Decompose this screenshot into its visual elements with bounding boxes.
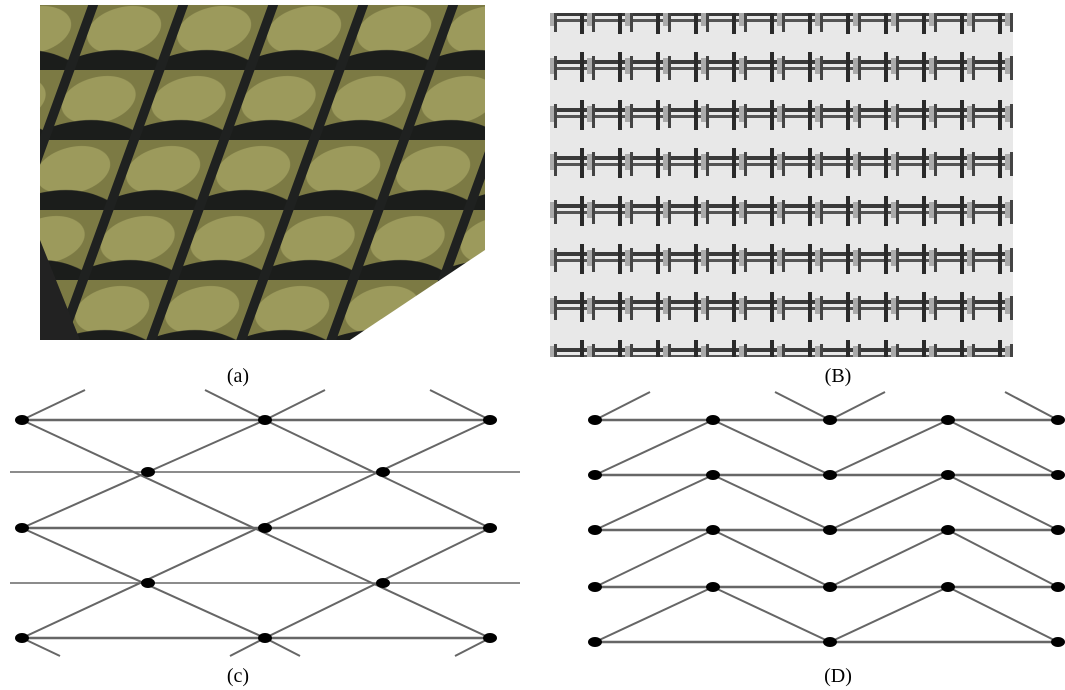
edge — [595, 530, 713, 587]
edge — [830, 530, 948, 587]
edge — [22, 390, 85, 420]
node — [1051, 582, 1065, 592]
edge — [205, 390, 265, 420]
edge — [830, 475, 948, 530]
node — [941, 582, 955, 592]
node — [141, 578, 155, 588]
figure: (a) (B) (c) (D) — [0, 0, 1065, 690]
edge — [775, 392, 830, 420]
node — [588, 415, 602, 425]
node — [483, 633, 497, 643]
edge — [830, 392, 885, 420]
edge — [595, 587, 713, 642]
node — [1051, 525, 1065, 535]
edge — [595, 420, 713, 475]
node — [483, 415, 497, 425]
node — [15, 633, 29, 643]
node — [588, 582, 602, 592]
edge — [713, 420, 830, 475]
edge — [595, 475, 713, 530]
node — [706, 525, 720, 535]
node — [706, 415, 720, 425]
node — [706, 470, 720, 480]
panel-label: (D) — [824, 665, 852, 687]
node — [483, 523, 497, 533]
edge — [830, 587, 948, 642]
node — [823, 637, 837, 647]
diagram-d — [588, 392, 1065, 647]
node — [941, 415, 955, 425]
node — [588, 525, 602, 535]
panel-label: (B) — [825, 365, 852, 387]
edge — [265, 390, 325, 420]
edge — [713, 587, 830, 642]
node — [1051, 415, 1065, 425]
edge — [713, 530, 830, 587]
node — [941, 470, 955, 480]
edge — [713, 475, 830, 530]
node — [15, 415, 29, 425]
node — [823, 525, 837, 535]
node — [258, 633, 272, 643]
node — [706, 582, 720, 592]
edge — [948, 587, 1058, 642]
photo-a — [40, 5, 485, 340]
node — [258, 523, 272, 533]
diagram-c — [10, 390, 520, 656]
edge — [948, 475, 1058, 530]
node — [588, 637, 602, 647]
node — [1051, 637, 1065, 647]
node — [15, 523, 29, 533]
edge — [595, 392, 650, 420]
node — [376, 578, 390, 588]
node — [823, 582, 837, 592]
panel-label: (c) — [227, 665, 249, 687]
node — [823, 415, 837, 425]
edge — [830, 420, 948, 475]
photo-b — [550, 13, 1013, 357]
edge — [948, 530, 1058, 587]
edge — [948, 420, 1058, 475]
node — [823, 470, 837, 480]
edge — [430, 390, 490, 420]
node — [1051, 470, 1065, 480]
node — [588, 470, 602, 480]
node — [376, 467, 390, 477]
node — [941, 525, 955, 535]
panel-label: (a) — [227, 365, 249, 387]
node — [258, 415, 272, 425]
edge — [1005, 392, 1058, 420]
node — [141, 467, 155, 477]
